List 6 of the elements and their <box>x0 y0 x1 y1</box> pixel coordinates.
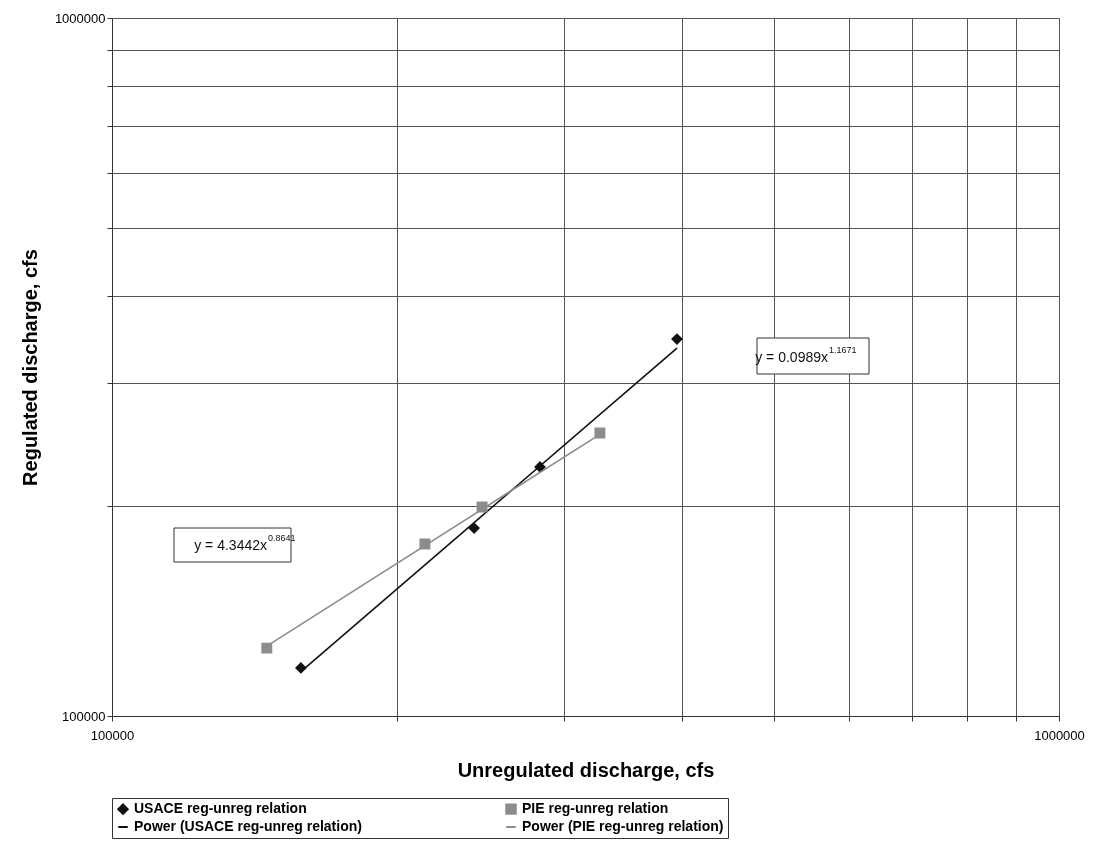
legend-label: Power (PIE reg-unreg relation) <box>522 818 724 834</box>
legend-label: USACE reg-unreg relation <box>134 800 307 817</box>
x-axis-title: Unregulated discharge, cfs <box>457 758 715 781</box>
legend-label: Power (USACE reg-unreg relation) <box>134 818 362 834</box>
y-axis-title: Regulated discharge, cfs <box>18 249 41 486</box>
legend-label: PIE reg-unreg relation <box>522 800 669 817</box>
